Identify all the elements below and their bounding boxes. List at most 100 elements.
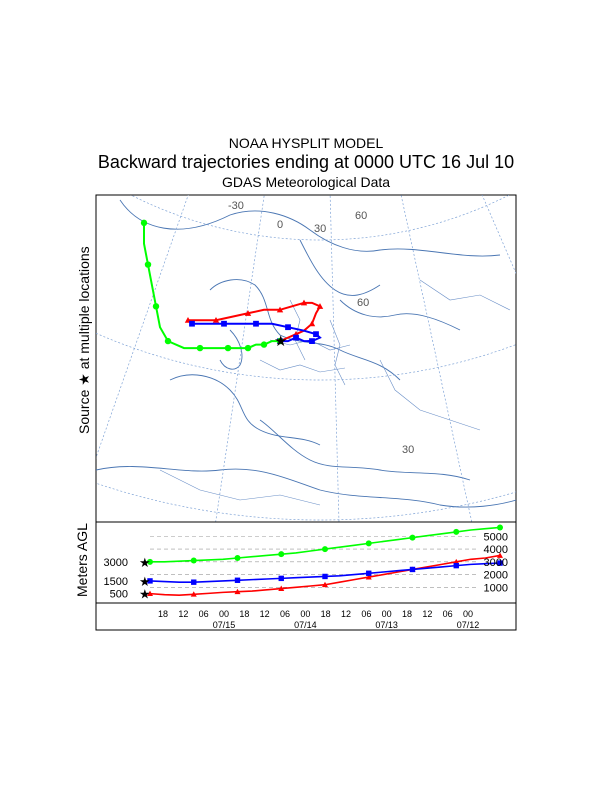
trajectory-point [224, 344, 232, 352]
chart-title: NOAA HYSPLIT MODEL [228, 135, 384, 151]
profile-point [234, 577, 241, 583]
profile-point [322, 573, 328, 580]
graticule [96, 195, 516, 522]
date-tick-label: 07/14 [294, 620, 317, 630]
grid-labels: -30 0 30 60 60 30 [228, 200, 414, 456]
chart-subtitle: Backward trajectories ending at 0000 UTC… [97, 152, 515, 172]
vertical-panel [95, 521, 517, 631]
borders [159, 279, 511, 506]
time-tick-label: 12 [422, 609, 432, 619]
profile-point [453, 528, 460, 535]
date-tick-label: 07/15 [213, 620, 236, 630]
time-tick-label: 06 [443, 609, 453, 619]
trajectory-point [313, 331, 319, 338]
profile-point [147, 590, 153, 597]
trajectory-point [308, 320, 316, 327]
map-basemap: -30 0 30 60 60 30 ★ [96, 195, 516, 522]
start-height-label: 3000 [104, 557, 128, 569]
trajectory-point [212, 317, 220, 323]
profile-point [365, 540, 372, 547]
profile-point [278, 575, 284, 582]
trajectory-point [276, 337, 284, 345]
profile-point [322, 581, 328, 588]
time-tick-label: 00 [382, 609, 392, 619]
vertical-gridlines [150, 536, 476, 588]
time-tick-label: 12 [260, 609, 270, 619]
trajectory-point [189, 320, 195, 327]
data-source: GDAS Meteorological Data [221, 174, 391, 190]
height-tick-label: 3000 [484, 557, 508, 569]
time-tick-label: 06 [199, 609, 209, 619]
date-tick-label: 07/12 [457, 620, 480, 630]
grid-label: 60 [355, 210, 367, 222]
height-tick-label: 1000 [484, 582, 508, 594]
start-star: ★ [139, 574, 151, 589]
grid-label: -30 [228, 200, 244, 212]
profile-point [365, 574, 372, 580]
profile-point [191, 579, 197, 585]
time-tick-label: 12 [178, 609, 188, 619]
profile-point [190, 591, 197, 597]
trajectory-point [276, 306, 284, 313]
profile-point [234, 555, 241, 561]
source-star: ★ [274, 333, 287, 350]
time-tick-label: 18 [239, 609, 249, 619]
trajectory-point [144, 261, 152, 268]
map-panel [95, 194, 517, 523]
trajectory-point [309, 338, 315, 344]
trajectory-layer: ★ [140, 219, 324, 352]
time-tick-label: 12 [341, 609, 351, 619]
profile-point [366, 570, 372, 576]
date-tick-label: 07/13 [375, 620, 398, 630]
trajectory-point [293, 334, 299, 341]
grid-label: 60 [357, 297, 369, 309]
trajectory-point [253, 320, 259, 327]
profile-point [497, 560, 503, 566]
trajectory-point [244, 344, 252, 352]
profile-point [453, 558, 460, 565]
trajectory-point [244, 310, 252, 316]
time-tick-label: 06 [361, 609, 371, 619]
profile-point [278, 551, 285, 558]
grid-label: 30 [314, 223, 326, 235]
vertical-profile-layer [147, 524, 503, 597]
time-tick-label: 18 [402, 609, 412, 619]
profile-point [234, 588, 241, 595]
profile-point [322, 546, 328, 553]
profile-point [409, 534, 416, 541]
profile-point [147, 578, 153, 584]
time-tick-label: 00 [300, 609, 310, 619]
time-tick-labels: 18 12 06 00 18 12 06 00 18 12 06 00 18 12 06 00 [158, 609, 473, 619]
start-height-labels: 500 ★ 1500 ★ 3000 ★ [104, 555, 151, 602]
trajectory-point [164, 337, 172, 345]
trajectory-point [221, 320, 227, 327]
profile-point [278, 585, 285, 591]
height-tick-label: 2000 [484, 570, 508, 582]
profile-point [190, 557, 197, 564]
trajectory-point [196, 344, 204, 352]
start-star: ★ [139, 587, 151, 602]
profile-point [497, 524, 503, 531]
height-tick-label: 4000 [484, 544, 508, 556]
start-height-label: 500 [110, 589, 128, 601]
trajectory-point [152, 303, 160, 310]
date-tick-labels: 07/15 07/14 07/13 07/12 [213, 620, 480, 630]
start-height-label: 1500 [104, 576, 128, 588]
height-tick-label: 5000 [484, 531, 508, 543]
grid-label: 30 [402, 444, 414, 456]
vertical-axis-label: Meters AGL [74, 523, 90, 597]
trajectory-point [285, 324, 291, 331]
profile-point [453, 562, 459, 569]
time-tick-label: 18 [158, 609, 168, 619]
time-tick-label: 06 [280, 609, 290, 619]
trajectory-point [316, 303, 324, 309]
time-tick-label: 18 [321, 609, 331, 619]
map-left-label: Source ★ at multiple locations [76, 246, 92, 434]
profile-point [409, 566, 416, 573]
coastlines [96, 199, 516, 508]
trajectory-point [300, 299, 308, 306]
grid-label: 0 [277, 219, 283, 231]
profile-point [497, 552, 503, 558]
